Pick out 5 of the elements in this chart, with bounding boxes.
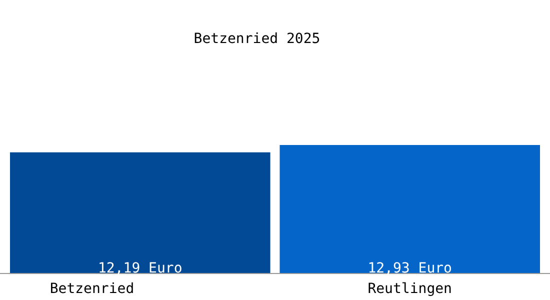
x-tick-label: Reutlingen bbox=[368, 281, 452, 297]
data-label: 12,19 Euro bbox=[98, 260, 182, 276]
x-tick-label: Betzenried bbox=[50, 281, 134, 297]
data-label: 12,93 Euro bbox=[368, 260, 452, 276]
chart-title: Betzenried 2025 bbox=[194, 31, 320, 47]
